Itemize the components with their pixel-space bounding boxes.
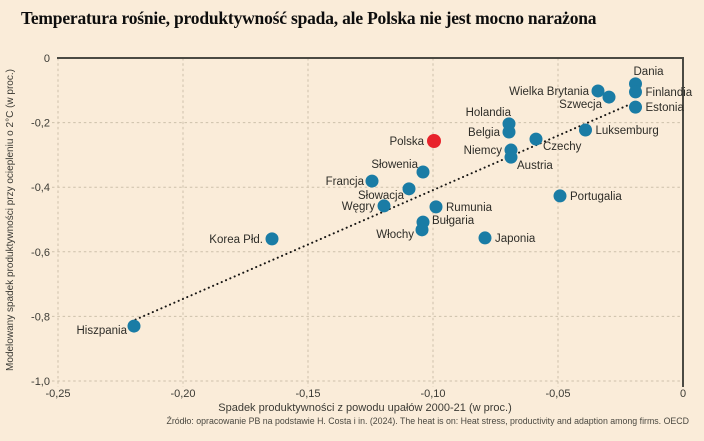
data-point	[553, 189, 567, 203]
data-point-label: Słowenia	[371, 159, 418, 171]
tick-layer: -0,25 -0,20 -0,15 -0,10 -0,05 0 0 -0,2 -0,4 -0,6 -…	[31, 53, 686, 400]
data-point-label: Rumunia	[446, 202, 493, 214]
data-point	[127, 319, 141, 333]
data-point	[415, 223, 429, 237]
data-point-label: Węgry	[342, 201, 375, 213]
data-point-label: Portugalia	[570, 191, 622, 203]
x-tick-label: -0,05	[545, 388, 570, 400]
data-point-label: Luksemburg	[596, 125, 659, 137]
source-note: Źródło: opracowanie PB na podstawie H. C…	[166, 416, 689, 426]
x-tick-label: 0	[680, 388, 686, 400]
trendline	[134, 104, 629, 321]
y-tick-label: -0,8	[31, 311, 50, 323]
x-tick-label: -0,25	[45, 388, 70, 400]
data-point	[502, 125, 516, 139]
data-point	[591, 84, 605, 98]
data-point-label: Włochy	[376, 229, 414, 241]
data-point-label: Bułgaria	[432, 215, 475, 227]
data-point-label: Czechy	[543, 141, 582, 153]
data-point-label: Dania	[634, 66, 665, 78]
data-point	[377, 199, 391, 213]
data-point	[416, 165, 430, 179]
data-point-label: Polska	[389, 136, 424, 148]
x-tick-label: -0,20	[170, 388, 195, 400]
y-tick-label: -1,0	[31, 376, 50, 388]
data-point	[504, 150, 518, 164]
data-point	[365, 174, 379, 188]
data-point	[602, 90, 616, 104]
y-tick-label: -0,4	[31, 182, 50, 194]
data-point-label: Austria	[517, 160, 553, 172]
data-point	[629, 85, 642, 99]
data-point	[529, 132, 543, 146]
data-point-label: Słowacja	[358, 190, 405, 202]
data-point-label: Niemcy	[464, 145, 503, 157]
axis-layer	[57, 57, 684, 387]
data-point	[579, 123, 592, 137]
points-layer	[127, 77, 642, 333]
x-tick-label: -0,15	[295, 388, 320, 400]
data-point	[265, 232, 279, 246]
y-tick-label: -0,2	[31, 118, 50, 130]
data-point-label: Szwecja	[559, 99, 602, 111]
data-point-label: Estonia	[646, 102, 685, 114]
data-point	[427, 134, 441, 149]
data-point-label: Hiszpania	[77, 325, 128, 337]
x-axis-title: Spadek produktywności z powodu upałów 20…	[218, 402, 512, 414]
point-labels-layer: Dania Finlandia Estonia Wielka BrytaniaSzwe…	[77, 66, 693, 337]
data-point-label: Belgia	[468, 127, 501, 139]
y-axis-title: Modelowany spadek produktywności przy oc…	[5, 69, 16, 371]
data-point	[478, 231, 492, 245]
trendline-layer	[134, 104, 629, 321]
data-point	[429, 200, 443, 214]
data-point-label: Korea Płd.	[209, 234, 263, 246]
grid-layer	[52, 58, 683, 387]
y-tick-label: 0	[44, 53, 50, 65]
data-point-label: Finlandia	[646, 87, 693, 99]
chart-title: Temperatura rośnie, produktywność spada,…	[21, 8, 597, 28]
x-tick-label: -0,10	[420, 388, 445, 400]
data-point-label: Japonia	[495, 233, 536, 245]
data-point-label: Wielka Brytania	[509, 86, 589, 98]
data-point	[402, 182, 416, 196]
data-point-label: Francja	[326, 176, 365, 188]
data-point	[629, 100, 642, 114]
y-tick-label: -0,6	[31, 247, 50, 259]
data-point-label: Holandia	[466, 107, 512, 119]
